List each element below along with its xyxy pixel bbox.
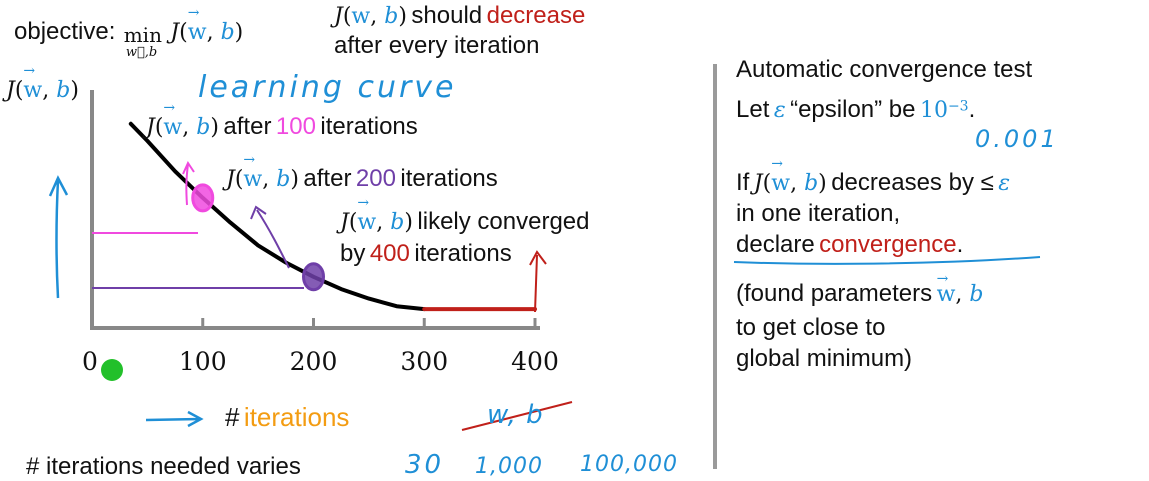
declare-convergence: declare convergence. (736, 231, 964, 258)
purple-arrow (250, 205, 290, 269)
red-arrow (529, 250, 547, 313)
if-decreases-line: If J(w, b) decreases by ≤ ε (736, 156, 1010, 197)
top-note-line2: after every iteration (334, 32, 540, 59)
top-note: J(w, b) should decrease after every iter… (334, 0, 586, 60)
blue-right-arrow (145, 410, 204, 428)
annotation-400: J(w, b) likely converged by 400 iteratio… (340, 195, 590, 268)
in-one-iteration: in one iteration, (736, 200, 901, 227)
x-tick-label-100: 100 (179, 347, 227, 376)
learning-curve-chart: 0 100 200 300 400 (48, 90, 573, 431)
varies-value-30: 30 (405, 450, 445, 480)
green-dot (101, 359, 123, 381)
x-tick-label-200: 200 (290, 347, 338, 376)
objective-label: objective: (14, 18, 116, 45)
epsilon-line: Let ε “epsilon” be 10−3. (736, 96, 976, 123)
learning-curve-title: learning curve (198, 70, 457, 105)
min-subscript: w⃗,b (125, 44, 158, 60)
x-tick-label-300: 300 (400, 347, 448, 376)
objective-min: min w⃗,b (120, 22, 166, 60)
x-tick-label-0: 0 (82, 347, 98, 376)
objective: objective: min w⃗,b J(w, b) (14, 5, 243, 60)
w-b-crossed: w, b (487, 400, 544, 430)
blue-up-arrow (48, 175, 69, 299)
annotation-100: J(w, b) after 100 iterations (146, 100, 418, 141)
convergence-underline (733, 256, 1041, 265)
x-tick-label-400: 400 (511, 347, 559, 376)
convergence-title: Automatic convergence test (736, 56, 1033, 83)
pink-arrow (182, 160, 195, 206)
x-axis-label: # iterations (225, 402, 350, 432)
min-operator: min (123, 22, 162, 47)
strike-line (461, 401, 573, 431)
epsilon-value: 0.001 (975, 125, 1059, 153)
annotation-200: J(w, b) after 200 iterations (226, 152, 498, 193)
top-note-decrease: decrease (486, 2, 586, 29)
top-note-should: should (411, 2, 483, 29)
highlight-point-100 (191, 183, 215, 213)
highlight-point-200 (302, 262, 325, 292)
iterations-varies-label: # iterations needed varies (26, 453, 301, 480)
cost-curve (128, 121, 427, 312)
found-parameters: (found parameters w, b to get close to g… (736, 264, 984, 374)
objective-function: J(w, b) (170, 5, 243, 45)
varies-value-100000: 100,000 (580, 452, 678, 477)
top-note-function: J(w, b) (334, 0, 407, 29)
y-axis-label: J(w, b) (6, 63, 79, 103)
varies-value-1000: 1,000 (475, 454, 543, 479)
panel-divider (713, 64, 717, 469)
